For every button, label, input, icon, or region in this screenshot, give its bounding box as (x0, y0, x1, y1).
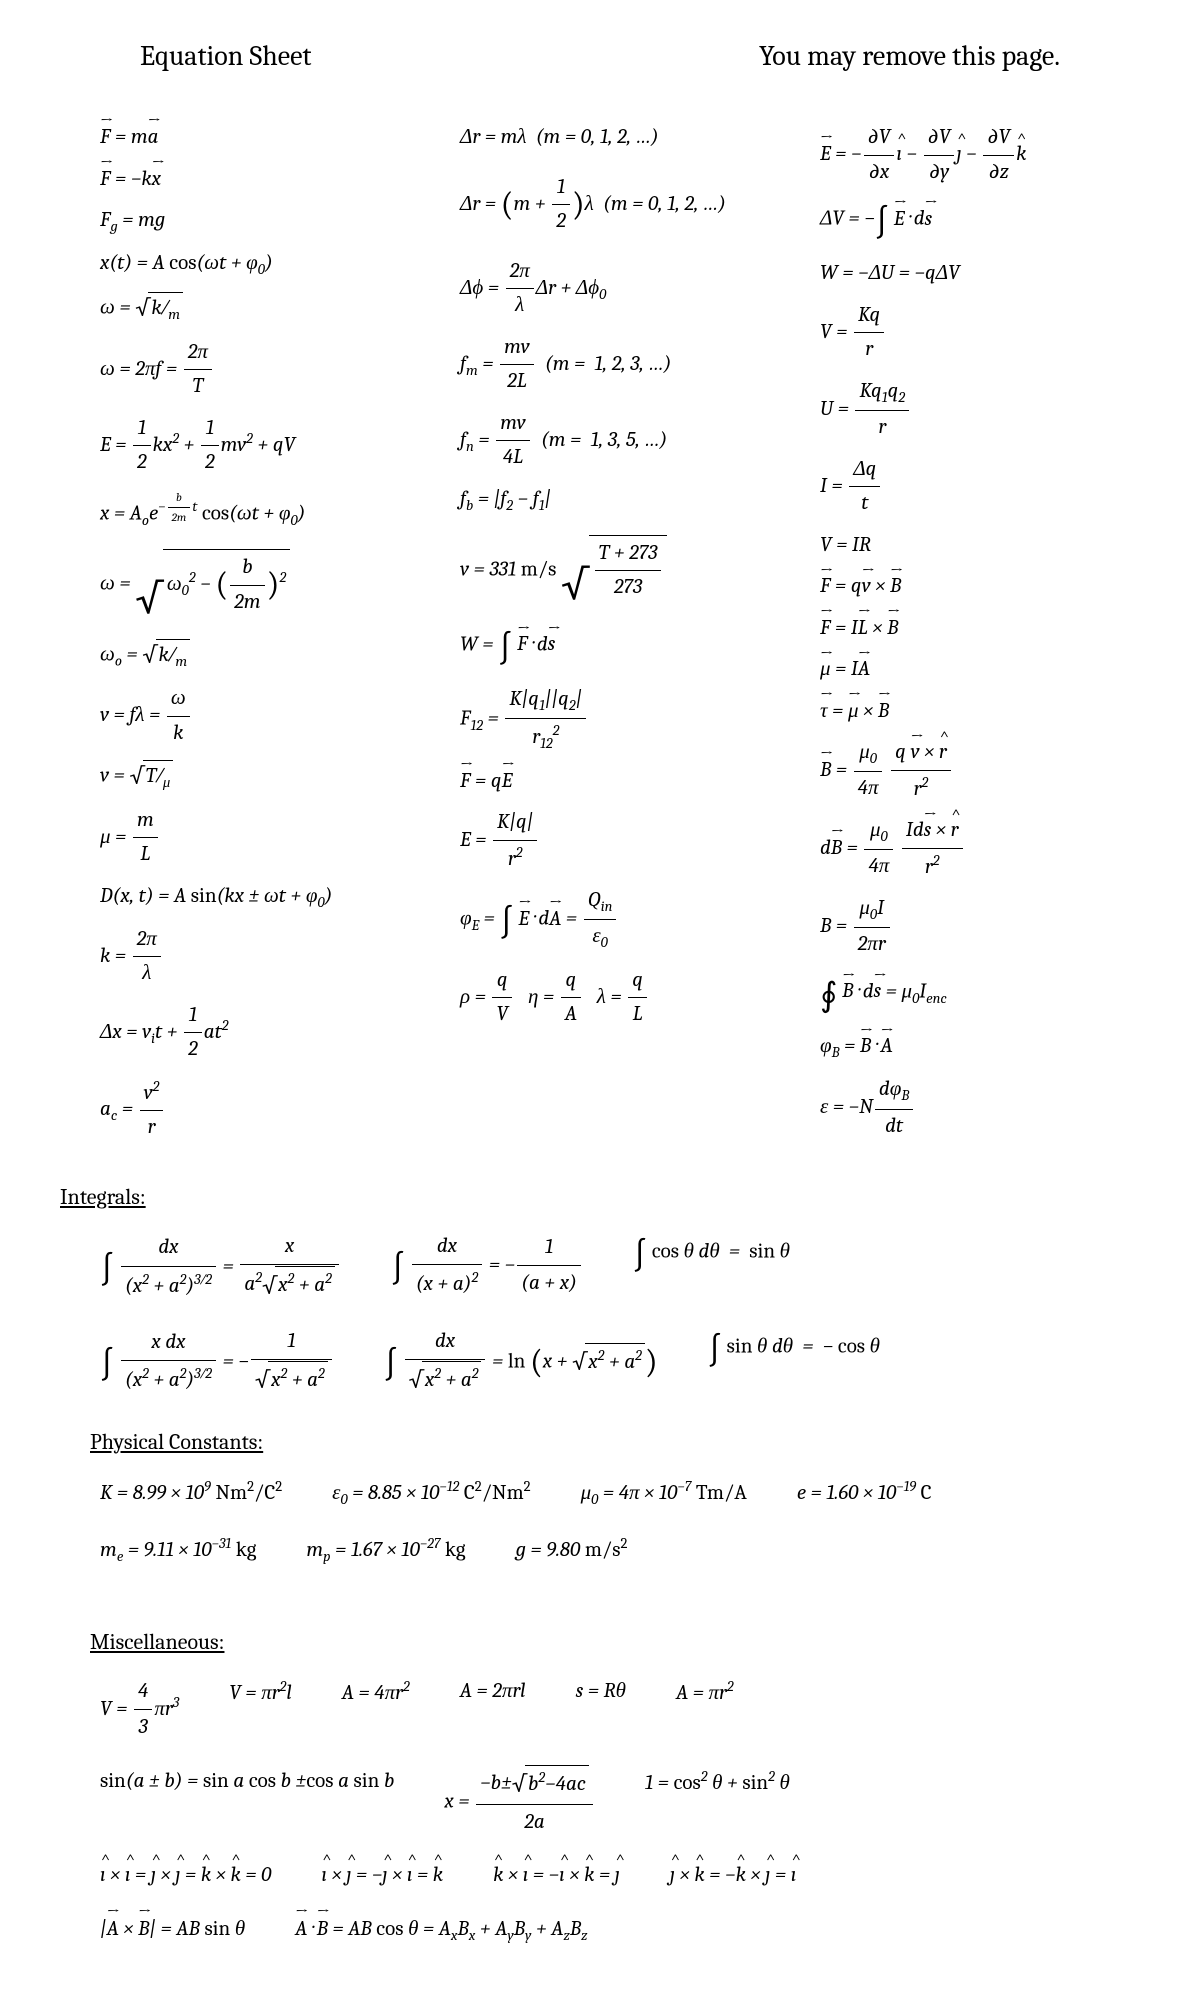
equation-densities: ρ = qV η = qA λ = qL (460, 965, 780, 1031)
equation-wire-force: F = IL × B (820, 613, 1140, 645)
misc-cell: V = πr2l (229, 1675, 292, 1745)
integral-cell: ∫ dx(x2 + a2)3⁄2 = xa2x2 + a2 (100, 1230, 341, 1305)
equation-dipole: μ = IA (820, 654, 1140, 686)
integral-cell: ∫ dxx2 + a2 = ln (x + x2 + a2) (384, 1325, 658, 1400)
misc-cell: 1 = cos2 θ + sin2 θ (645, 1765, 790, 1840)
constant-cell: e = 1.60 × 10−19 C (797, 1475, 932, 1512)
equation-column-2: Δr = mλ (m = 0, 1, 2, …) Δr = (m + 12)λ (… (460, 112, 780, 1154)
equation-work-energy: W = −ΔU = −qΔV (820, 258, 1140, 290)
equation-work: W = ∫ F · ds (460, 624, 780, 674)
constant-cell: me = 9.11 × 10−31 kg (100, 1532, 256, 1569)
equation-omega-f: ω = 2πf = 2πT (100, 337, 420, 403)
equation-phase-diff: Δϕ = 2πλΔr + Δϕ0 (460, 256, 780, 322)
equation-potential: V = Kqr (820, 300, 1140, 366)
equation-wire-B: B = μ0I2πr (820, 893, 1140, 961)
equation-string-speed: v = T⁄μ (100, 759, 420, 794)
equation-torque: τ = μ × B (820, 696, 1140, 728)
equation-kinematics: Δx = vit + 12at2 (100, 1000, 420, 1066)
misc-heading: Miscellaneous: (90, 1629, 1140, 1655)
misc-cell: V = 43πr3 (100, 1675, 179, 1745)
integral-cell: ∫ x dx(x2 + a2)3⁄2 = −1x2 + a2 (100, 1325, 334, 1400)
integral-cell: ∫ sin θ dθ = − cos θ (708, 1325, 880, 1400)
misc-cell: k × ı = −ı × k = ȷ (493, 1859, 620, 1893)
misc-cell: A · B = AB cos θ = AxBx + AyBy + AzBz (295, 1913, 587, 1948)
misc-cell: ı × ȷ = −ȷ × ı = k (321, 1859, 443, 1893)
constant-cell: K = 8.99 × 109 Nm2/C2 (100, 1475, 282, 1512)
constants-block: K = 8.99 × 109 Nm2/C2 ε0 = 8.85 × 10−12 C… (60, 1475, 1140, 1568)
constant-cell: g = 9.80 m/s2 (516, 1532, 628, 1569)
equation-pe: U = Kq1q2r (820, 376, 1140, 444)
misc-cell: A = 2πrl (460, 1675, 526, 1745)
equation-linear-density: μ = mL (100, 805, 420, 871)
equation-weight: Fg = mg (100, 205, 420, 238)
equation-lorentz: F = qv × B (820, 571, 1140, 603)
page-header: Equation Sheet You may remove this page. (60, 40, 1140, 72)
equation-column-3: E = −∂V∂xı − ∂V∂yȷ − ∂V∂zk ΔV = −∫ E · ds… (820, 112, 1140, 1154)
misc-block: V = 43πr3 V = πr2l A = 4πr2 A = 2πrl s = Rθ A… (60, 1675, 1140, 1948)
misc-cell: ȷ × k = −k × ȷ = ı (670, 1859, 796, 1893)
equation-hooke: F = −kx (100, 164, 420, 196)
constant-cell: ε0 = 8.85 × 10−12 C2/Nm2 (332, 1475, 530, 1512)
equation-current: I = Δqt (820, 454, 1140, 520)
misc-cell: ı × ı = ȷ × ȷ = k × k = 0 (100, 1859, 271, 1893)
equation-point-E: E = K|q|r2 (460, 807, 780, 875)
equation-force-E: F = qE (460, 766, 780, 798)
equation-energy: E = 12kx2 + 12mv2 + qV (100, 413, 420, 479)
equation-fm-open: fm = mv2L (m = 1, 2, 3, …) (460, 332, 780, 398)
integrals-block: ∫ dx(x2 + a2)3⁄2 = xa2x2 + a2 ∫ dx(x + a)… (60, 1230, 1140, 1399)
equation-coulomb: F12 = K|q1||q2|r122 (460, 684, 780, 755)
misc-cell: |A × B| = AB sin θ (100, 1913, 245, 1948)
equation-wavenumber: k = 2πλ (100, 924, 420, 990)
constants-heading: Physical Constants: (90, 1429, 1140, 1455)
equation-biot-savart-moving: B = μ04π q v × rr2 (820, 737, 1140, 805)
equation-E-grad: E = −∂V∂xı − ∂V∂yȷ − ∂V∂zk (820, 122, 1140, 188)
equation-ampere: ∮ B · ds = μ0Ienc (820, 971, 1140, 1021)
equation-path-diff-max: Δr = mλ (m = 0, 1, 2, …) (460, 122, 780, 154)
misc-cell: A = πr2 (676, 1675, 734, 1745)
equation-centripetal: ac = v2r (100, 1076, 420, 1144)
equation-biot-savart: dB = μ04π Ids × rr2 (820, 815, 1140, 883)
constant-cell: μ0 = 4π × 10−7 Tm/A (581, 1475, 747, 1512)
integrals-heading: Integrals: (60, 1184, 1140, 1210)
misc-cell: A = 4πr2 (342, 1675, 410, 1745)
equation-wave-eqn: D(x, t) = A sin(kx ± ωt + φ0) (100, 881, 420, 914)
equation-damped-omega: ω = √ω02 − (b2m)2 (100, 549, 420, 620)
equation-sound-speed: v = 331 m/s √T + 273273 (460, 535, 780, 606)
integral-cell: ∫ dx(x + a)2 = −1(a + x) (391, 1230, 583, 1305)
equation-gauss: φE = ∫ E · dA = Qinε0 (460, 885, 780, 954)
equation-wave-speed: v = fλ = ωk (100, 683, 420, 749)
equation-flux-B: φB = B · A (820, 1031, 1140, 1064)
equation-deltaV: ΔV = −∫ E · ds (820, 198, 1140, 248)
equation-beat: fb = |f2 − f1| (460, 484, 780, 517)
constant-cell: mp = 1.67 × 10−27 kg (306, 1532, 465, 1569)
equation-omega-km: ω = k⁄m (100, 291, 420, 326)
equation-path-diff-min: Δr = (m + 12)λ (m = 0, 1, 2, …) (460, 172, 780, 238)
equation-fn-closed: fn = mv4L (m = 1, 3, 5, …) (460, 408, 780, 474)
equation-omega-o: ωo = k⁄m (100, 638, 420, 673)
misc-cell: sin(a ± b) = sin a cos b ±cos a sin b (100, 1765, 394, 1840)
integral-cell: ∫ cos θ dθ = sin θ (633, 1230, 790, 1305)
title-left: Equation Sheet (140, 40, 312, 72)
equation-faraday: ε = −NdφBdt (820, 1074, 1140, 1142)
equation-damped: x = Aoe−b2mt cos(ωt + φ0) (100, 489, 420, 532)
misc-cell: s = Rθ (576, 1675, 626, 1745)
equation-shm-pos: x(t) = A cos(ωt + φ0) (100, 248, 420, 281)
equation-newton2: F = ma (100, 122, 420, 154)
equation-ohm: V = IR (820, 530, 1140, 562)
equation-columns: F = ma F = −kx Fg = mg x(t) = A cos(ωt + φ0… (100, 112, 1140, 1154)
title-right: You may remove this page. (759, 40, 1060, 72)
misc-cell: x = −b±b2−4ac2a (444, 1765, 595, 1840)
equation-column-1: F = ma F = −kx Fg = mg x(t) = A cos(ωt + φ0… (100, 112, 420, 1154)
